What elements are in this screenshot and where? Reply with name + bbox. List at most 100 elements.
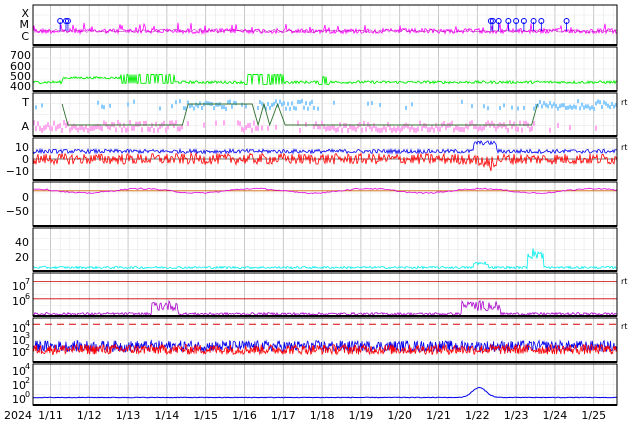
type-a-mark (101, 126, 103, 132)
type-t-mark (613, 104, 615, 109)
type-t-mark (571, 105, 573, 110)
type-a-mark (509, 120, 511, 126)
type-t-mark (271, 102, 273, 107)
type-a-mark (257, 126, 259, 132)
type-a-mark (139, 121, 141, 127)
type-t-mark (223, 105, 225, 110)
type-a-mark (319, 124, 321, 130)
type-a-mark (523, 121, 525, 127)
type-a-mark (167, 124, 169, 130)
type-t-mark (549, 101, 551, 106)
type-t-mark (257, 106, 259, 111)
type-a-mark (513, 121, 515, 127)
type-a-mark (525, 120, 527, 126)
type-a-mark (169, 120, 171, 126)
speed-tick-600: 600 (10, 60, 31, 73)
xray-series-line (32, 386, 618, 399)
type-a-mark (459, 126, 461, 132)
type-a-mark (117, 120, 119, 126)
speed-series-line (32, 74, 618, 85)
type-a-mark (47, 122, 49, 128)
type-t-mark (263, 104, 265, 109)
xr-tick-1e4-exp: 4 (25, 362, 30, 371)
type-a-mark (595, 125, 597, 131)
type-a-mark (57, 124, 59, 130)
type-t-mark (269, 105, 271, 110)
type-a-mark (315, 121, 317, 127)
type-t-mark (583, 105, 585, 110)
type-a-mark (395, 127, 397, 133)
type-t-mark (265, 106, 267, 111)
type-t-mark (171, 104, 173, 109)
proton-series-red (32, 343, 618, 356)
type-t-mark (503, 103, 505, 108)
prot-tick-1e4-base: 10 (12, 322, 26, 335)
x-tick-label: 1/15 (193, 409, 218, 422)
type-t-mark (301, 99, 303, 104)
type-a-mark (343, 123, 345, 129)
type-t-mark (483, 104, 485, 109)
x-tick-label: 1/25 (581, 409, 606, 422)
type-a-mark (163, 120, 165, 126)
type-t-mark (185, 106, 187, 111)
type-a-mark (423, 123, 425, 129)
type-t-mark (289, 106, 291, 111)
density-series-line (32, 248, 617, 270)
type-t-mark (611, 101, 613, 106)
imf-tick-10: 10 (15, 141, 29, 154)
type-t-mark (97, 100, 99, 105)
type-a-mark (483, 124, 485, 130)
x-tick-label: 1/13 (116, 409, 141, 422)
flare-series-line (32, 22, 618, 36)
type-t-mark (603, 100, 605, 105)
type-a-mark (521, 127, 523, 133)
type-a-mark (481, 126, 483, 132)
type-a-mark (87, 127, 89, 133)
type-a-mark (435, 123, 437, 129)
type-a-mark (63, 120, 65, 126)
type-a-mark (203, 122, 205, 128)
type-t-mark (535, 104, 537, 109)
type-a-mark (415, 127, 417, 133)
type-a-mark (385, 127, 387, 133)
x-tick-label: 1/23 (504, 409, 529, 422)
type-t-mark (311, 99, 313, 104)
type-t-mark (307, 106, 309, 111)
type-t-mark (543, 101, 545, 106)
type-a-mark (533, 121, 535, 127)
speed-tick-400: 400 (10, 80, 31, 93)
type-a-mark (247, 123, 249, 129)
type-a-mark (411, 124, 413, 130)
type-a-mark (275, 124, 277, 130)
type-a-mark (363, 121, 365, 127)
type-a-mark (45, 124, 47, 130)
type-t-mark (593, 106, 595, 111)
type-a-mark (141, 127, 143, 133)
type-label-a: A (21, 120, 29, 133)
speed-tick-500: 500 (10, 70, 31, 83)
type-a-mark (505, 124, 507, 130)
type-t-mark (303, 105, 305, 110)
type-a-mark (241, 126, 243, 132)
type-t-mark (367, 101, 369, 106)
x-tick-label: 1/22 (465, 409, 490, 422)
type-t-mark (281, 102, 283, 107)
type-t-mark (581, 102, 583, 107)
type-a-mark (457, 125, 459, 131)
type-a-mark (129, 120, 131, 126)
type-a-mark (125, 127, 127, 133)
type-a-mark (421, 126, 423, 132)
flare-label-c: C (21, 30, 29, 43)
elec-right-label: rt (621, 277, 627, 286)
type-t-mark (231, 104, 233, 109)
type-a-mark (419, 120, 421, 126)
type-a-mark (497, 123, 499, 129)
type-a-mark (409, 126, 411, 132)
type-a-mark (43, 125, 45, 131)
type-t-mark (291, 101, 293, 106)
type-a-mark (123, 122, 125, 128)
prot-tick-1e2-exp: 2 (25, 343, 30, 352)
type-a-mark (361, 127, 363, 133)
type-a-mark (61, 127, 63, 133)
type-t-mark (109, 103, 111, 108)
